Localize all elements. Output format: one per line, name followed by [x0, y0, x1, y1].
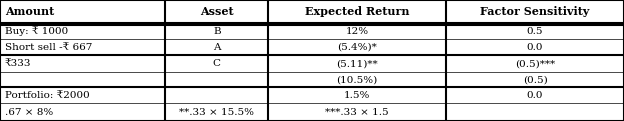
Text: 12%: 12%	[346, 27, 369, 36]
Text: C: C	[213, 59, 221, 68]
Text: (5.4%)*: (5.4%)*	[338, 43, 377, 52]
Text: 0.0: 0.0	[527, 91, 544, 100]
Text: A: A	[213, 43, 221, 52]
Text: (5.11)**: (5.11)**	[336, 59, 378, 68]
Text: ***.33 × 1.5: ***.33 × 1.5	[326, 108, 389, 117]
Text: Expected Return: Expected Return	[305, 6, 409, 17]
Text: Asset: Asset	[200, 6, 233, 17]
Text: Portfolio: ₹2000: Portfolio: ₹2000	[5, 91, 90, 100]
Text: ₹333: ₹333	[5, 59, 31, 68]
Text: Factor Sensitivity: Factor Sensitivity	[480, 6, 590, 17]
Text: .67 × 8%: .67 × 8%	[5, 108, 53, 117]
Text: 0.5: 0.5	[527, 27, 544, 36]
Text: (0.5): (0.5)	[523, 75, 547, 84]
Text: (10.5%): (10.5%)	[336, 75, 378, 84]
Text: Buy: ₹ 1000: Buy: ₹ 1000	[5, 26, 68, 36]
Text: Amount: Amount	[5, 6, 54, 17]
Text: (0.5)***: (0.5)***	[515, 59, 555, 68]
Text: 0.0: 0.0	[527, 43, 544, 52]
Text: Short sell -₹ 667: Short sell -₹ 667	[5, 43, 92, 52]
Text: B: B	[213, 27, 221, 36]
Text: **.33 × 15.5%: **.33 × 15.5%	[179, 108, 255, 117]
Text: 1.5%: 1.5%	[344, 91, 371, 100]
